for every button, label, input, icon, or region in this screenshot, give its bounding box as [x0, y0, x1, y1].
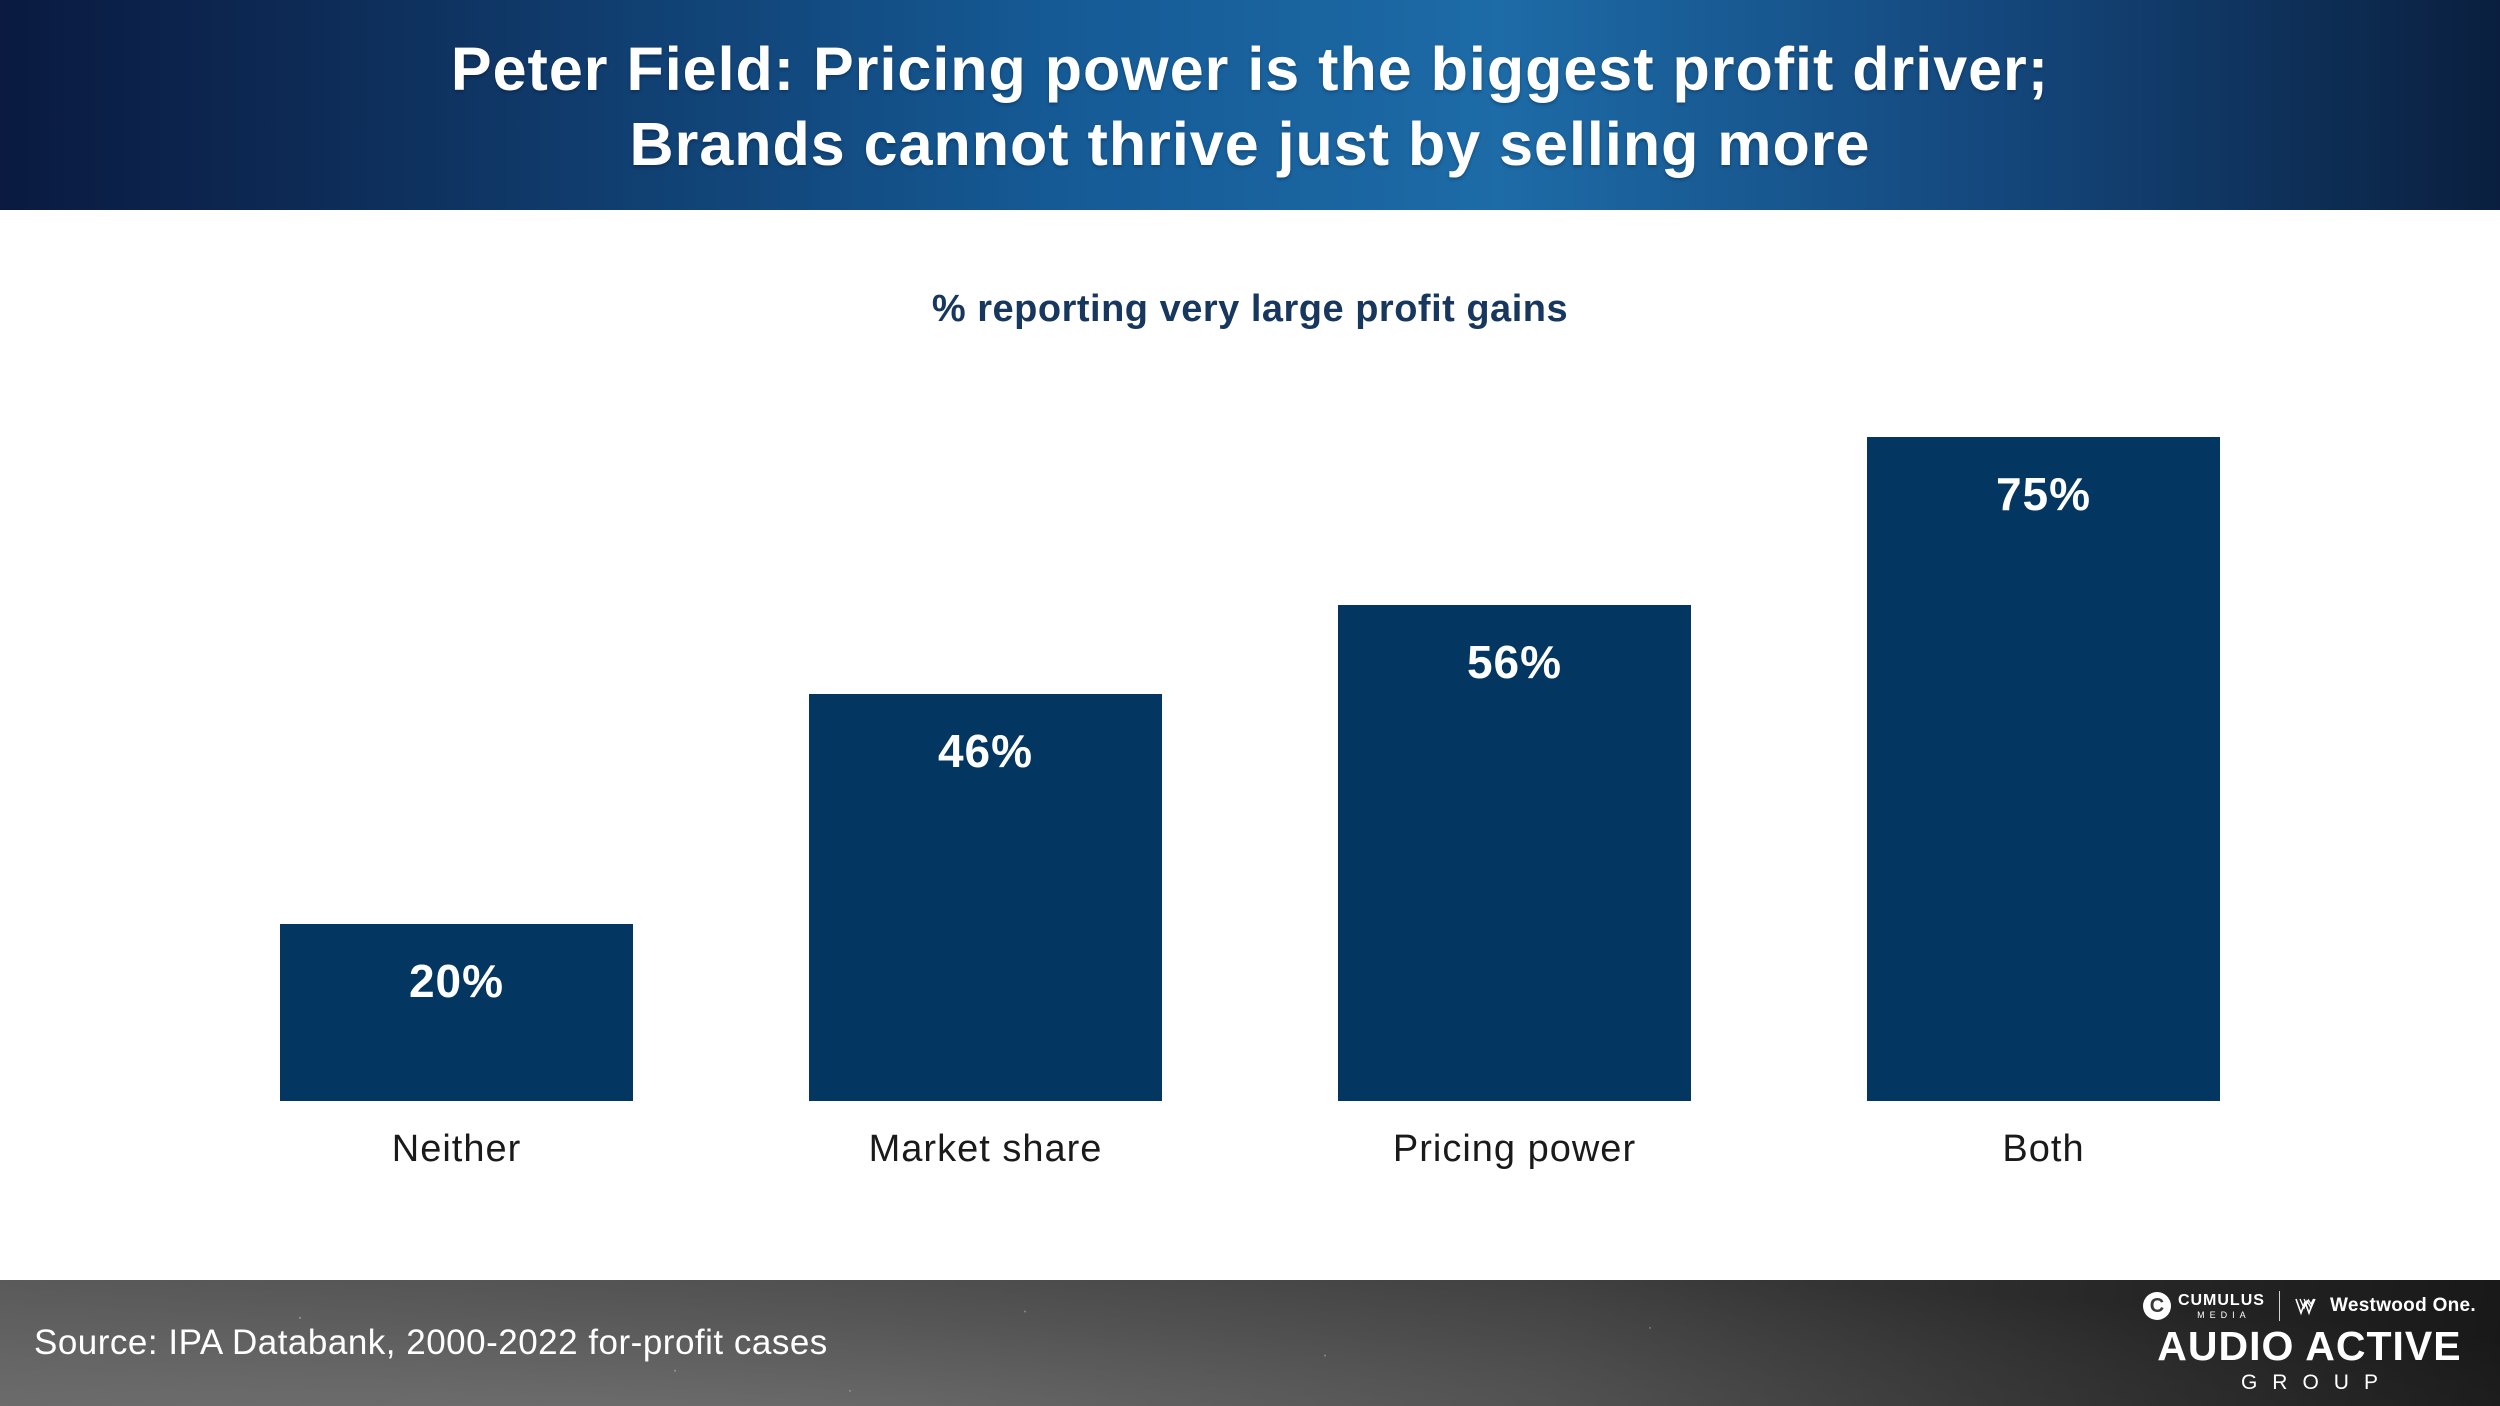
- slide-footer: Source: IPA Databank, 2000-2022 for-prof…: [0, 1280, 2500, 1406]
- logo-divider: [2278, 1291, 2280, 1322]
- category-label-neither: Neither: [391, 1128, 522, 1170]
- logo-row-brands: C CUMULUS MEDIA Westwood One.: [2142, 1291, 2476, 1322]
- audio-active-wordmark: AUDIO ACTIVE: [2157, 1323, 2462, 1370]
- source-text: Source: IPA Databank, 2000-2022 for-prof…: [34, 1323, 828, 1362]
- bar-value-label: 56%: [1466, 636, 1563, 688]
- audio-active-group-logo: C CUMULUS MEDIA Westwood One. AUDIO AC: [2142, 1291, 2476, 1394]
- westwood-wave-icon: [2294, 1295, 2324, 1317]
- category-label-both: Both: [2002, 1128, 2085, 1170]
- bar-value-label: 46%: [937, 725, 1034, 777]
- category-label-pricing-power: Pricing power: [1392, 1128, 1637, 1170]
- bar-value-label: 20%: [408, 955, 505, 1007]
- bar-both: 75%: [1867, 437, 2220, 1101]
- group-wordmark: GROUP: [2240, 1370, 2393, 1394]
- category-label-market-share: Market share: [868, 1128, 1103, 1170]
- cumulus-media-logo: C CUMULUS MEDIA: [2142, 1292, 2265, 1321]
- chart-subtitle: % reporting very large profit gains: [931, 288, 1569, 330]
- cumulus-media-wordmark: MEDIA: [2197, 1309, 2251, 1320]
- bar-chart: 20% 46% 56% 75%: [0, 437, 2500, 1101]
- bar-market-share: 46%: [809, 694, 1162, 1101]
- cumulus-wordmark-block: CUMULUS MEDIA: [2177, 1292, 2265, 1320]
- slide-title-line-2: Brands cannot thrive just by selling mor…: [629, 110, 1871, 178]
- bar-value-label: 75%: [1995, 468, 2092, 520]
- cumulus-wordmark: CUMULUS: [2177, 1292, 2265, 1310]
- bar-neither: 20%: [280, 924, 633, 1101]
- slide-header: Peter Field: Pricing power is the bigges…: [0, 0, 2500, 210]
- westwood-one-wordmark: Westwood One.: [2329, 1295, 2476, 1317]
- slide-title-line-1: Peter Field: Pricing power is the bigges…: [450, 35, 2050, 103]
- westwood-one-logo: Westwood One.: [2294, 1295, 2476, 1317]
- category-axis: Neither Market share Pricing power Both: [0, 1128, 2500, 1171]
- bar-pricing-power: 56%: [1338, 605, 1691, 1101]
- cumulus-circle-icon: C: [2142, 1292, 2171, 1321]
